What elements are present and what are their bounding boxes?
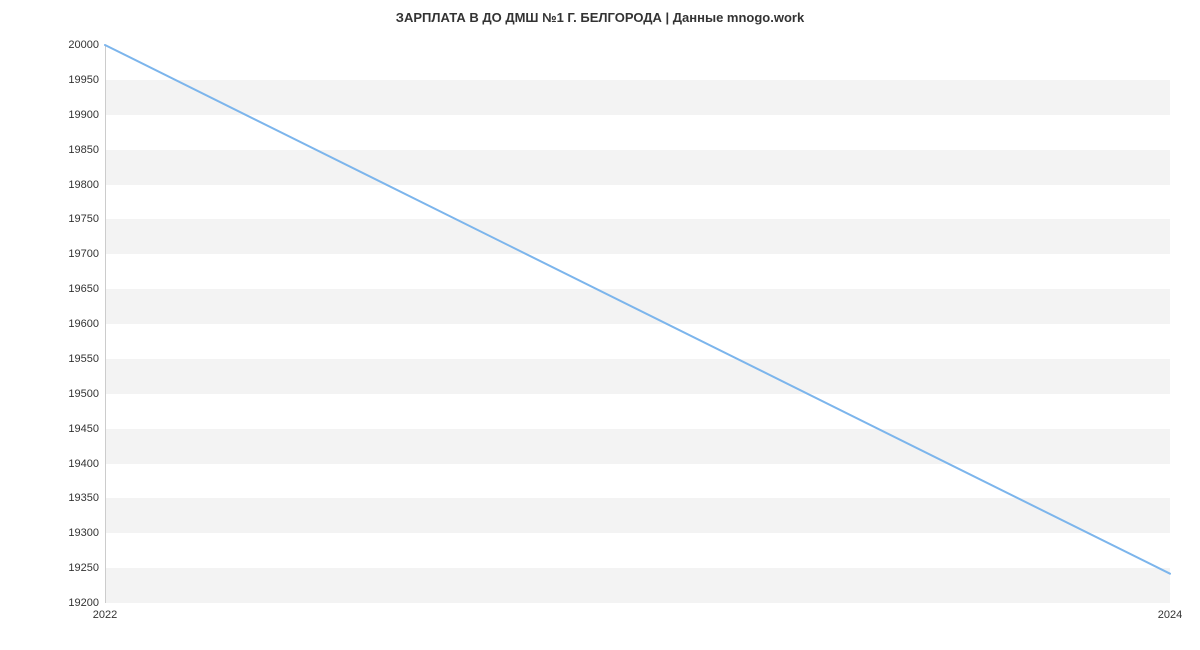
x-axis-label: 2024	[1158, 603, 1182, 621]
y-axis-label: 19500	[68, 388, 105, 400]
y-axis-label: 20000	[68, 39, 105, 51]
y-axis-label: 19400	[68, 458, 105, 470]
series-line	[105, 45, 1170, 603]
y-axis-label: 19950	[68, 74, 105, 86]
y-axis-label: 19450	[68, 423, 105, 435]
y-axis-label: 19300	[68, 527, 105, 539]
y-axis-label: 19350	[68, 492, 105, 504]
x-axis-label: 2022	[93, 603, 117, 621]
y-axis-label: 19250	[68, 562, 105, 574]
y-axis-label: 19600	[68, 318, 105, 330]
plot-area: 1920019250193001935019400194501950019550…	[105, 45, 1170, 603]
y-axis-label: 19900	[68, 109, 105, 121]
y-axis-label: 19550	[68, 353, 105, 365]
y-axis-label: 19650	[68, 283, 105, 295]
salary-line-chart: ЗАРПЛАТА В ДО ДМШ №1 Г. БЕЛГОРОДА | Данн…	[0, 0, 1200, 650]
y-axis-label: 19850	[68, 144, 105, 156]
chart-title: ЗАРПЛАТА В ДО ДМШ №1 Г. БЕЛГОРОДА | Данн…	[0, 10, 1200, 25]
y-axis-label: 19800	[68, 179, 105, 191]
y-axis-label: 19750	[68, 213, 105, 225]
y-axis-label: 19700	[68, 248, 105, 260]
